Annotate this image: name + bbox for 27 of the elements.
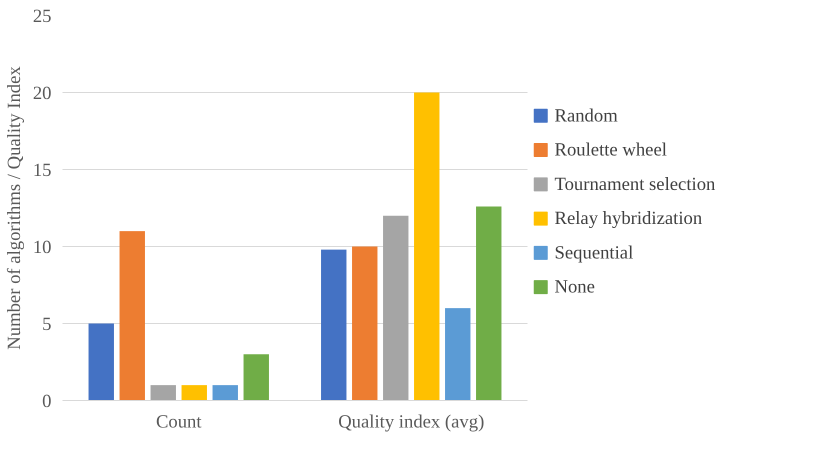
bar bbox=[445, 308, 470, 400]
bar bbox=[383, 216, 408, 400]
bar bbox=[352, 246, 378, 400]
bar bbox=[244, 354, 269, 400]
bar bbox=[120, 231, 145, 400]
legend-label: None bbox=[554, 276, 595, 298]
legend-label: Roulette wheel bbox=[554, 140, 667, 161]
y-tick-label: 5 bbox=[42, 314, 52, 335]
y-tick-label: 20 bbox=[32, 83, 52, 104]
legend-label: Tournament selection bbox=[554, 174, 716, 195]
bar bbox=[212, 385, 238, 400]
bar bbox=[476, 206, 502, 400]
x-tick-label: Quality index (avg) bbox=[338, 412, 484, 432]
y-axis-title: Number of algorithms / Quality Index bbox=[4, 66, 25, 350]
bar bbox=[150, 385, 176, 400]
y-tick-label: 15 bbox=[32, 160, 52, 181]
x-tick-label: Count bbox=[156, 412, 202, 432]
bar bbox=[182, 385, 207, 400]
legend-label: Relay hybridization bbox=[554, 208, 703, 230]
bar bbox=[414, 92, 440, 400]
y-tick-label: 25 bbox=[32, 6, 52, 27]
legend-label: Random bbox=[554, 105, 618, 126]
bar bbox=[88, 324, 114, 400]
y-tick-label: 0 bbox=[42, 391, 52, 412]
y-tick-label: 10 bbox=[32, 237, 52, 258]
bar bbox=[321, 250, 346, 400]
legend-label: Sequential bbox=[554, 242, 634, 264]
